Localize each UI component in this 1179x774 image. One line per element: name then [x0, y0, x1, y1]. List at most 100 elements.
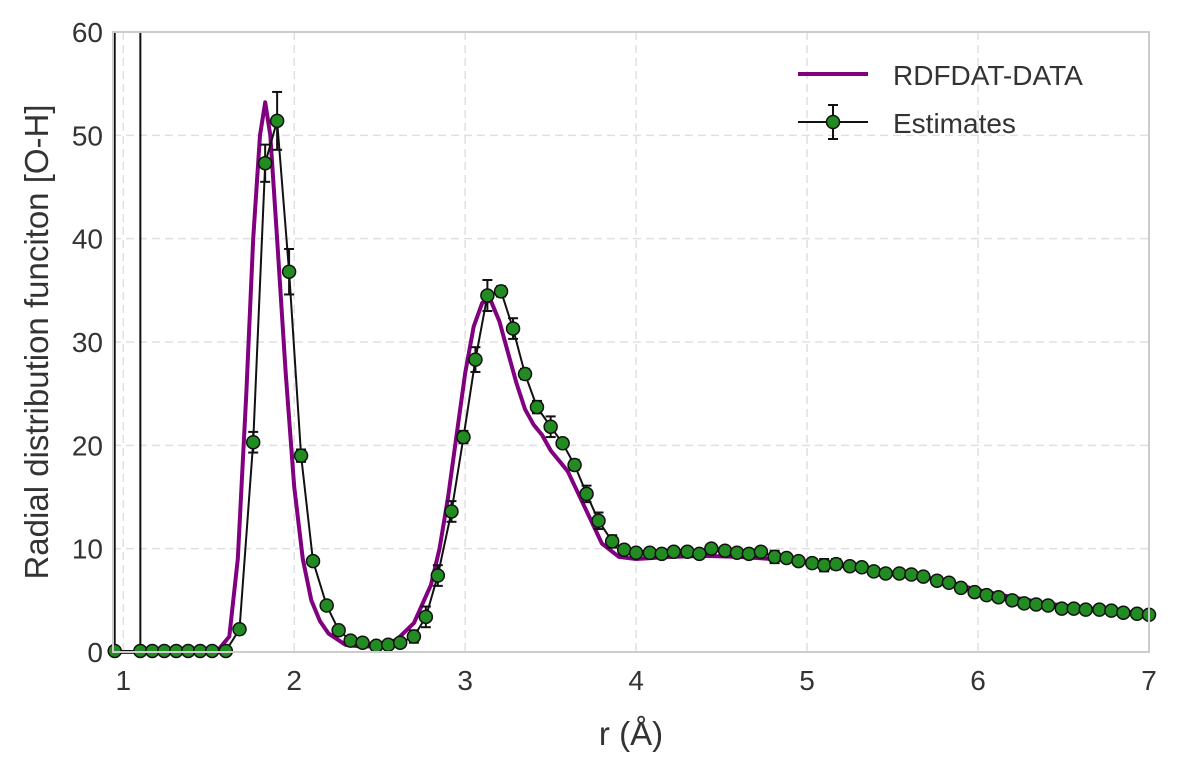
estimate-point: [543, 419, 558, 434]
estimate-point: [468, 352, 483, 367]
estimate-point: [791, 553, 806, 569]
x-tick-label: 1: [115, 665, 131, 696]
estimate-point: [380, 637, 396, 653]
estimate-point: [828, 556, 844, 572]
estimate-point: [406, 629, 422, 644]
estimate-point: [245, 434, 261, 450]
estimate-point: [169, 643, 184, 659]
estimate-point: [979, 587, 994, 603]
series-line-estimates: [114, 120, 1150, 652]
estimate-point: [654, 546, 670, 562]
estimate-point: [704, 541, 719, 556]
estimate-point: [567, 457, 582, 473]
estimate-point: [753, 544, 769, 560]
estimate-point: [392, 635, 408, 650]
legend-label-rdfdat-data: RDFDAT-DATA: [893, 60, 1083, 91]
estimate-point: [916, 569, 931, 584]
estimate-point: [717, 543, 733, 558]
estimate-point: [692, 546, 707, 562]
estimate-point: [281, 264, 297, 279]
x-tick-label: 5: [799, 665, 815, 696]
tick-labels: 1 2 3 4 5 6 7 0 10 20 30 40 50 60: [72, 17, 1157, 696]
y-tick-label: 60: [72, 17, 103, 48]
estimate-point: [1004, 593, 1020, 608]
legend-swatch-estimates-marker: [825, 114, 841, 130]
estimate-point: [628, 545, 644, 561]
y-tick-label: 0: [87, 637, 103, 668]
estimate-point: [133, 643, 148, 659]
estimate-point: [305, 553, 321, 569]
estimate-point: [866, 564, 882, 579]
estimate-point: [591, 513, 606, 529]
estimate-point: [967, 584, 982, 600]
estimate-point: [355, 635, 370, 650]
estimate-point: [444, 504, 459, 519]
y-tick-label: 20: [72, 430, 103, 461]
estimate-point: [331, 623, 346, 638]
estimate-point: [1104, 603, 1119, 618]
estimate-point: [892, 566, 907, 581]
estimate-point: [517, 366, 533, 382]
estimate-point: [480, 288, 495, 303]
estimate-point: [192, 643, 208, 659]
estimate-point: [232, 622, 247, 637]
estimate-point: [604, 534, 620, 549]
estimate-point: [991, 589, 1006, 605]
legend: RDFDAT-DATA Estimates: [798, 60, 1083, 140]
estimate-point: [929, 573, 945, 588]
estimate-point: [904, 567, 919, 582]
estimate-point: [767, 549, 782, 565]
estimate-point: [1066, 601, 1082, 616]
series-line-rdfdat-data: [113, 100, 1150, 654]
vertical-reference-lines: [113, 32, 142, 652]
y-tick-label: 10: [72, 534, 103, 565]
estimate-point: [680, 544, 695, 560]
x-tick-label: 3: [457, 665, 473, 696]
estimate-point: [1116, 605, 1131, 620]
legend-label-estimates: Estimates: [893, 108, 1016, 139]
estimate-point: [579, 486, 594, 502]
estimate-point: [157, 643, 172, 659]
estimate-point: [369, 638, 384, 654]
plot-frame: [112, 31, 1150, 653]
estimate-point: [555, 436, 570, 451]
estimate-point: [804, 555, 820, 571]
y-axis-label: Radial distribution funciton [O-H]: [18, 104, 55, 579]
estimate-point: [842, 558, 858, 574]
estimate-point: [456, 429, 471, 445]
y-tick-label: 30: [72, 327, 103, 358]
estimate-point: [1054, 601, 1070, 616]
estimate-point: [418, 609, 434, 625]
estimate-point: [204, 643, 220, 659]
estimate-point: [257, 155, 273, 171]
estimate-point: [854, 560, 870, 575]
estimate-point: [1040, 598, 1056, 613]
estimate-point: [529, 399, 545, 415]
estimate-point: [1028, 597, 1044, 612]
estimate-point: [816, 557, 832, 573]
x-tick-label: 7: [1141, 665, 1157, 696]
estimate-point: [953, 580, 969, 596]
estimate-point: [729, 545, 745, 561]
estimate-point: [430, 568, 446, 583]
estimate-point: [269, 113, 285, 129]
series-layer: [107, 90, 1157, 659]
estimate-point: [505, 321, 521, 336]
estimate-point: [493, 284, 509, 299]
estimate-point: [180, 643, 196, 659]
estimate-point: [878, 566, 893, 581]
estimate-point: [941, 575, 957, 591]
estimate-point: [107, 643, 122, 659]
estimate-point: [1129, 606, 1145, 622]
estimate-point: [616, 542, 632, 557]
estimate-point: [293, 448, 309, 463]
estimate-point: [779, 550, 794, 566]
estimate-point: [145, 643, 160, 659]
x-tick-label: 2: [286, 665, 302, 696]
estimate-point: [319, 598, 334, 613]
estimate-point: [218, 643, 234, 659]
x-tick-label: 6: [970, 665, 986, 696]
estimate-point: [1092, 602, 1107, 617]
y-tick-label: 50: [72, 120, 103, 151]
